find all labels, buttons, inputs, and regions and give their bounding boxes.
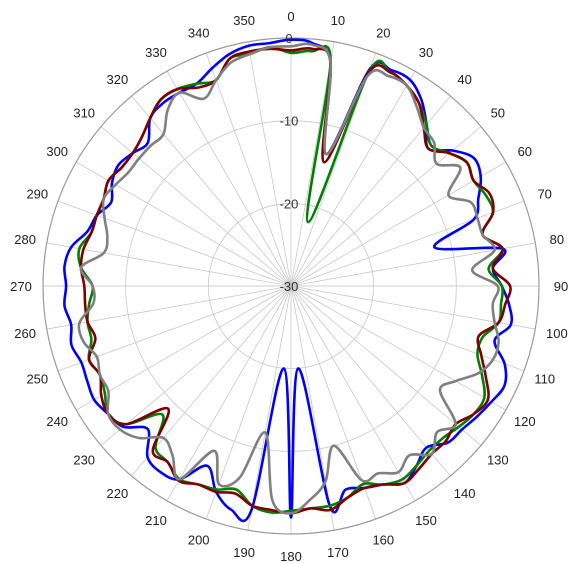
spoke-200 — [205, 285, 292, 520]
series-layer — [63, 38, 514, 523]
spoke-110 — [290, 285, 525, 372]
radial-label-0: 0 — [285, 31, 292, 46]
angle-label-230: 230 — [73, 453, 95, 468]
angle-label-220: 220 — [107, 486, 129, 501]
spoke-120 — [290, 285, 506, 411]
series-line-3 — [77, 42, 500, 515]
spoke-210 — [166, 285, 292, 501]
angle-label-200: 200 — [188, 533, 210, 548]
angle-label-350: 350 — [233, 13, 255, 28]
angle-label-150: 150 — [415, 513, 437, 528]
angle-label-120: 120 — [514, 414, 536, 429]
angle-label-160: 160 — [372, 533, 394, 548]
angle-label-130: 130 — [487, 453, 509, 468]
series-line-0 — [63, 38, 514, 523]
spoke-190 — [247, 285, 292, 531]
spoke-20 — [290, 52, 377, 287]
spoke-130 — [290, 285, 482, 446]
angle-label-140: 140 — [454, 486, 476, 501]
angle-label-270: 270 — [10, 279, 32, 294]
spoke-140 — [290, 285, 451, 477]
spoke-240 — [76, 285, 292, 411]
radial-label-2: -20 — [280, 196, 299, 211]
angle-label-210: 210 — [145, 513, 167, 528]
angle-label-90: 90 — [554, 279, 568, 294]
polar-grid — [42, 37, 540, 535]
spoke-30 — [290, 71, 416, 287]
angle-label-290: 290 — [26, 187, 48, 202]
angle-label-340: 340 — [188, 25, 210, 40]
angle-label-310: 310 — [73, 105, 95, 120]
angle-label-260: 260 — [14, 326, 36, 341]
radial-label-1: -10 — [280, 114, 299, 129]
angle-label-60: 60 — [518, 144, 532, 159]
angle-label-250: 250 — [26, 371, 48, 386]
spoke-230 — [100, 285, 292, 446]
angle-label-180: 180 — [280, 549, 302, 563]
spoke-290 — [57, 200, 292, 287]
spoke-170 — [290, 285, 335, 531]
angle-label-280: 280 — [14, 232, 36, 247]
angle-label-330: 330 — [145, 45, 167, 60]
spoke-150 — [290, 285, 416, 501]
spoke-10 — [290, 41, 335, 287]
angle-label-30: 30 — [419, 45, 433, 60]
angle-label-20: 20 — [376, 25, 390, 40]
spoke-250 — [57, 285, 292, 372]
spoke-330 — [166, 71, 292, 287]
angle-label-80: 80 — [550, 232, 564, 247]
spoke-60 — [290, 161, 506, 287]
angle-label-190: 190 — [233, 545, 255, 560]
radial-label-3: -30 — [280, 279, 299, 294]
spoke-320 — [131, 95, 292, 287]
spoke-280 — [46, 242, 292, 287]
angle-label-0: 0 — [287, 9, 294, 24]
angle-label-50: 50 — [491, 105, 505, 120]
angle-label-100: 100 — [546, 326, 568, 341]
angle-label-40: 40 — [457, 72, 471, 87]
spoke-340 — [205, 52, 292, 287]
spoke-70 — [290, 200, 525, 287]
angle-label-170: 170 — [327, 545, 349, 560]
axis-labels: 0 10 20 30 40 50 60 70 80 90 100 110 120 130 140 150 160… — [10, 9, 568, 563]
angle-label-300: 300 — [46, 144, 68, 159]
angle-label-110: 110 — [534, 371, 555, 386]
spoke-350 — [247, 41, 292, 287]
angle-label-70: 70 — [537, 187, 551, 202]
angle-label-320: 320 — [107, 72, 129, 87]
spoke-220 — [131, 285, 292, 477]
angle-label-240: 240 — [46, 414, 68, 429]
angle-label-10: 10 — [331, 13, 345, 28]
